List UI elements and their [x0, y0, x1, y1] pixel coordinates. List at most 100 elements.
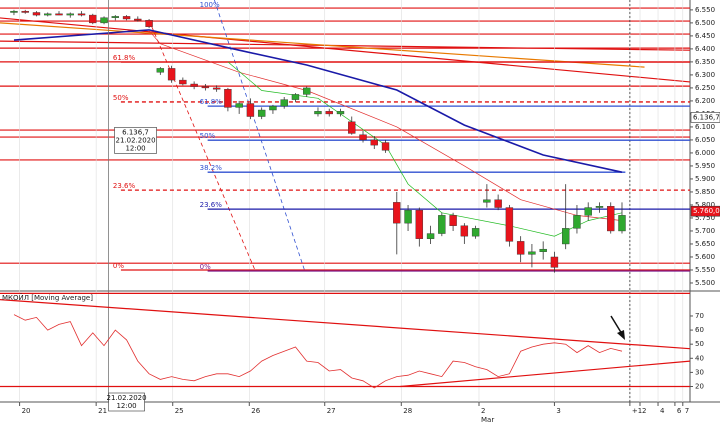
y-tick-label: 6.300 — [695, 71, 715, 79]
trend-line — [0, 22, 645, 68]
candle-body — [111, 16, 120, 18]
x-sublabel: Mar — [481, 416, 494, 424]
crosshair-time: 12:00 — [125, 144, 145, 152]
trend-line — [0, 299, 691, 350]
x-tick-label: 28 — [403, 407, 412, 415]
candle-body — [348, 121, 356, 134]
moving-average — [227, 61, 623, 237]
fib-label: 100% — [200, 1, 220, 9]
trend-line — [0, 40, 691, 51]
y-tick-label: 6.500 — [695, 19, 715, 27]
candle-body — [122, 16, 131, 20]
y-tick-label: 6.450 — [695, 32, 715, 40]
fib-label: 61.8% — [113, 54, 136, 62]
candle-body — [257, 109, 266, 117]
crosshair-value: 6.136,7 — [122, 128, 149, 136]
candle-body — [212, 87, 221, 90]
crosshair-box — [114, 127, 157, 154]
candle-body — [167, 68, 176, 81]
candle-body — [325, 111, 333, 115]
y-tick-label: 6.350 — [695, 58, 715, 66]
y-tick-label: 40 — [695, 354, 704, 362]
date-box — [108, 392, 145, 412]
candle-body — [314, 111, 322, 115]
fib-label: 0% — [113, 262, 124, 270]
x-tick-label: 4 — [660, 407, 665, 415]
y-tick-label: 6.250 — [695, 84, 715, 92]
candle-body — [55, 13, 63, 16]
candle-body — [359, 134, 367, 141]
x-tick-label: 6 — [677, 407, 682, 415]
candle-body — [483, 199, 491, 203]
candle-body — [10, 10, 18, 13]
candle-body — [370, 139, 378, 146]
candle-body — [381, 142, 390, 151]
candle-body — [280, 99, 288, 107]
date-box-time: 12:00 — [116, 402, 136, 410]
y-tick-label: 30 — [695, 368, 704, 376]
candle-body — [516, 241, 525, 255]
candle-body — [426, 233, 435, 239]
moving-average — [148, 30, 623, 221]
trend-line — [0, 17, 691, 83]
candle-body — [561, 228, 570, 245]
y-tick-label: 5.850 — [695, 188, 715, 196]
candle-body — [21, 10, 29, 13]
x-tick-label: 27 — [327, 407, 336, 415]
x-tick-label: 21 — [98, 407, 107, 415]
fib-label: 23.6% — [113, 182, 136, 190]
trend-line — [400, 360, 691, 388]
candle-body — [89, 14, 97, 24]
trend-line — [214, 0, 305, 271]
y-tick-label: 5.750 — [695, 214, 715, 222]
candle-body — [44, 13, 52, 16]
candle-body — [404, 209, 412, 224]
candle-body — [235, 103, 243, 108]
fib-label: 38.2% — [200, 164, 223, 172]
x-tick-label: 20 — [22, 407, 31, 415]
x-tick-label: 2 — [642, 407, 646, 415]
candle-body — [607, 206, 615, 232]
candle-body — [179, 79, 187, 85]
candle-body — [77, 13, 86, 16]
candle-body — [224, 89, 232, 108]
candle-body — [32, 12, 41, 16]
y-tick-label: 6.200 — [695, 97, 715, 105]
candle-body — [66, 13, 74, 16]
candle-body — [134, 18, 142, 21]
x-tick-label: 3 — [556, 407, 560, 415]
y-tick-label: 5.900 — [695, 175, 715, 183]
y-tick-label: 6.400 — [695, 45, 715, 53]
fib-label: 61.8% — [200, 98, 223, 106]
price-tag-label: 6.136,7 — [693, 113, 720, 121]
y-tick-label: 6.050 — [695, 136, 715, 144]
y-tick-label: 70 — [695, 312, 704, 320]
annotation-arrow — [610, 315, 625, 340]
fib-label: 50% — [113, 94, 129, 102]
x-tick-label: 25 — [175, 407, 184, 415]
candle-body — [550, 256, 559, 268]
x-tick-label: 2 — [481, 407, 485, 415]
moving-average — [13, 29, 623, 173]
candle-body — [100, 17, 108, 24]
candle-body — [539, 248, 547, 252]
series-group — [10, 9, 626, 273]
candle-body — [584, 207, 592, 216]
candle-body — [145, 20, 153, 27]
y-tick-label: 50 — [695, 340, 704, 348]
candle-body — [471, 228, 480, 237]
date-box-date: 21.02.2020 — [106, 394, 146, 402]
crosshair-date: 21.02.2020 — [115, 136, 155, 144]
candle-body — [415, 209, 424, 239]
candle-body — [494, 199, 502, 208]
y-tick-label: 5.950 — [695, 162, 715, 170]
x-tick-label: 26 — [251, 407, 260, 415]
y-tick-label: 20 — [695, 382, 704, 390]
price-tag-label: 5.760,0 — [693, 207, 720, 215]
candle-body — [595, 206, 604, 208]
candle-body — [460, 225, 469, 237]
candle-body — [156, 68, 165, 73]
y-tick-label: 5.800 — [695, 201, 715, 209]
y-tick-label: 6.000 — [695, 149, 715, 157]
